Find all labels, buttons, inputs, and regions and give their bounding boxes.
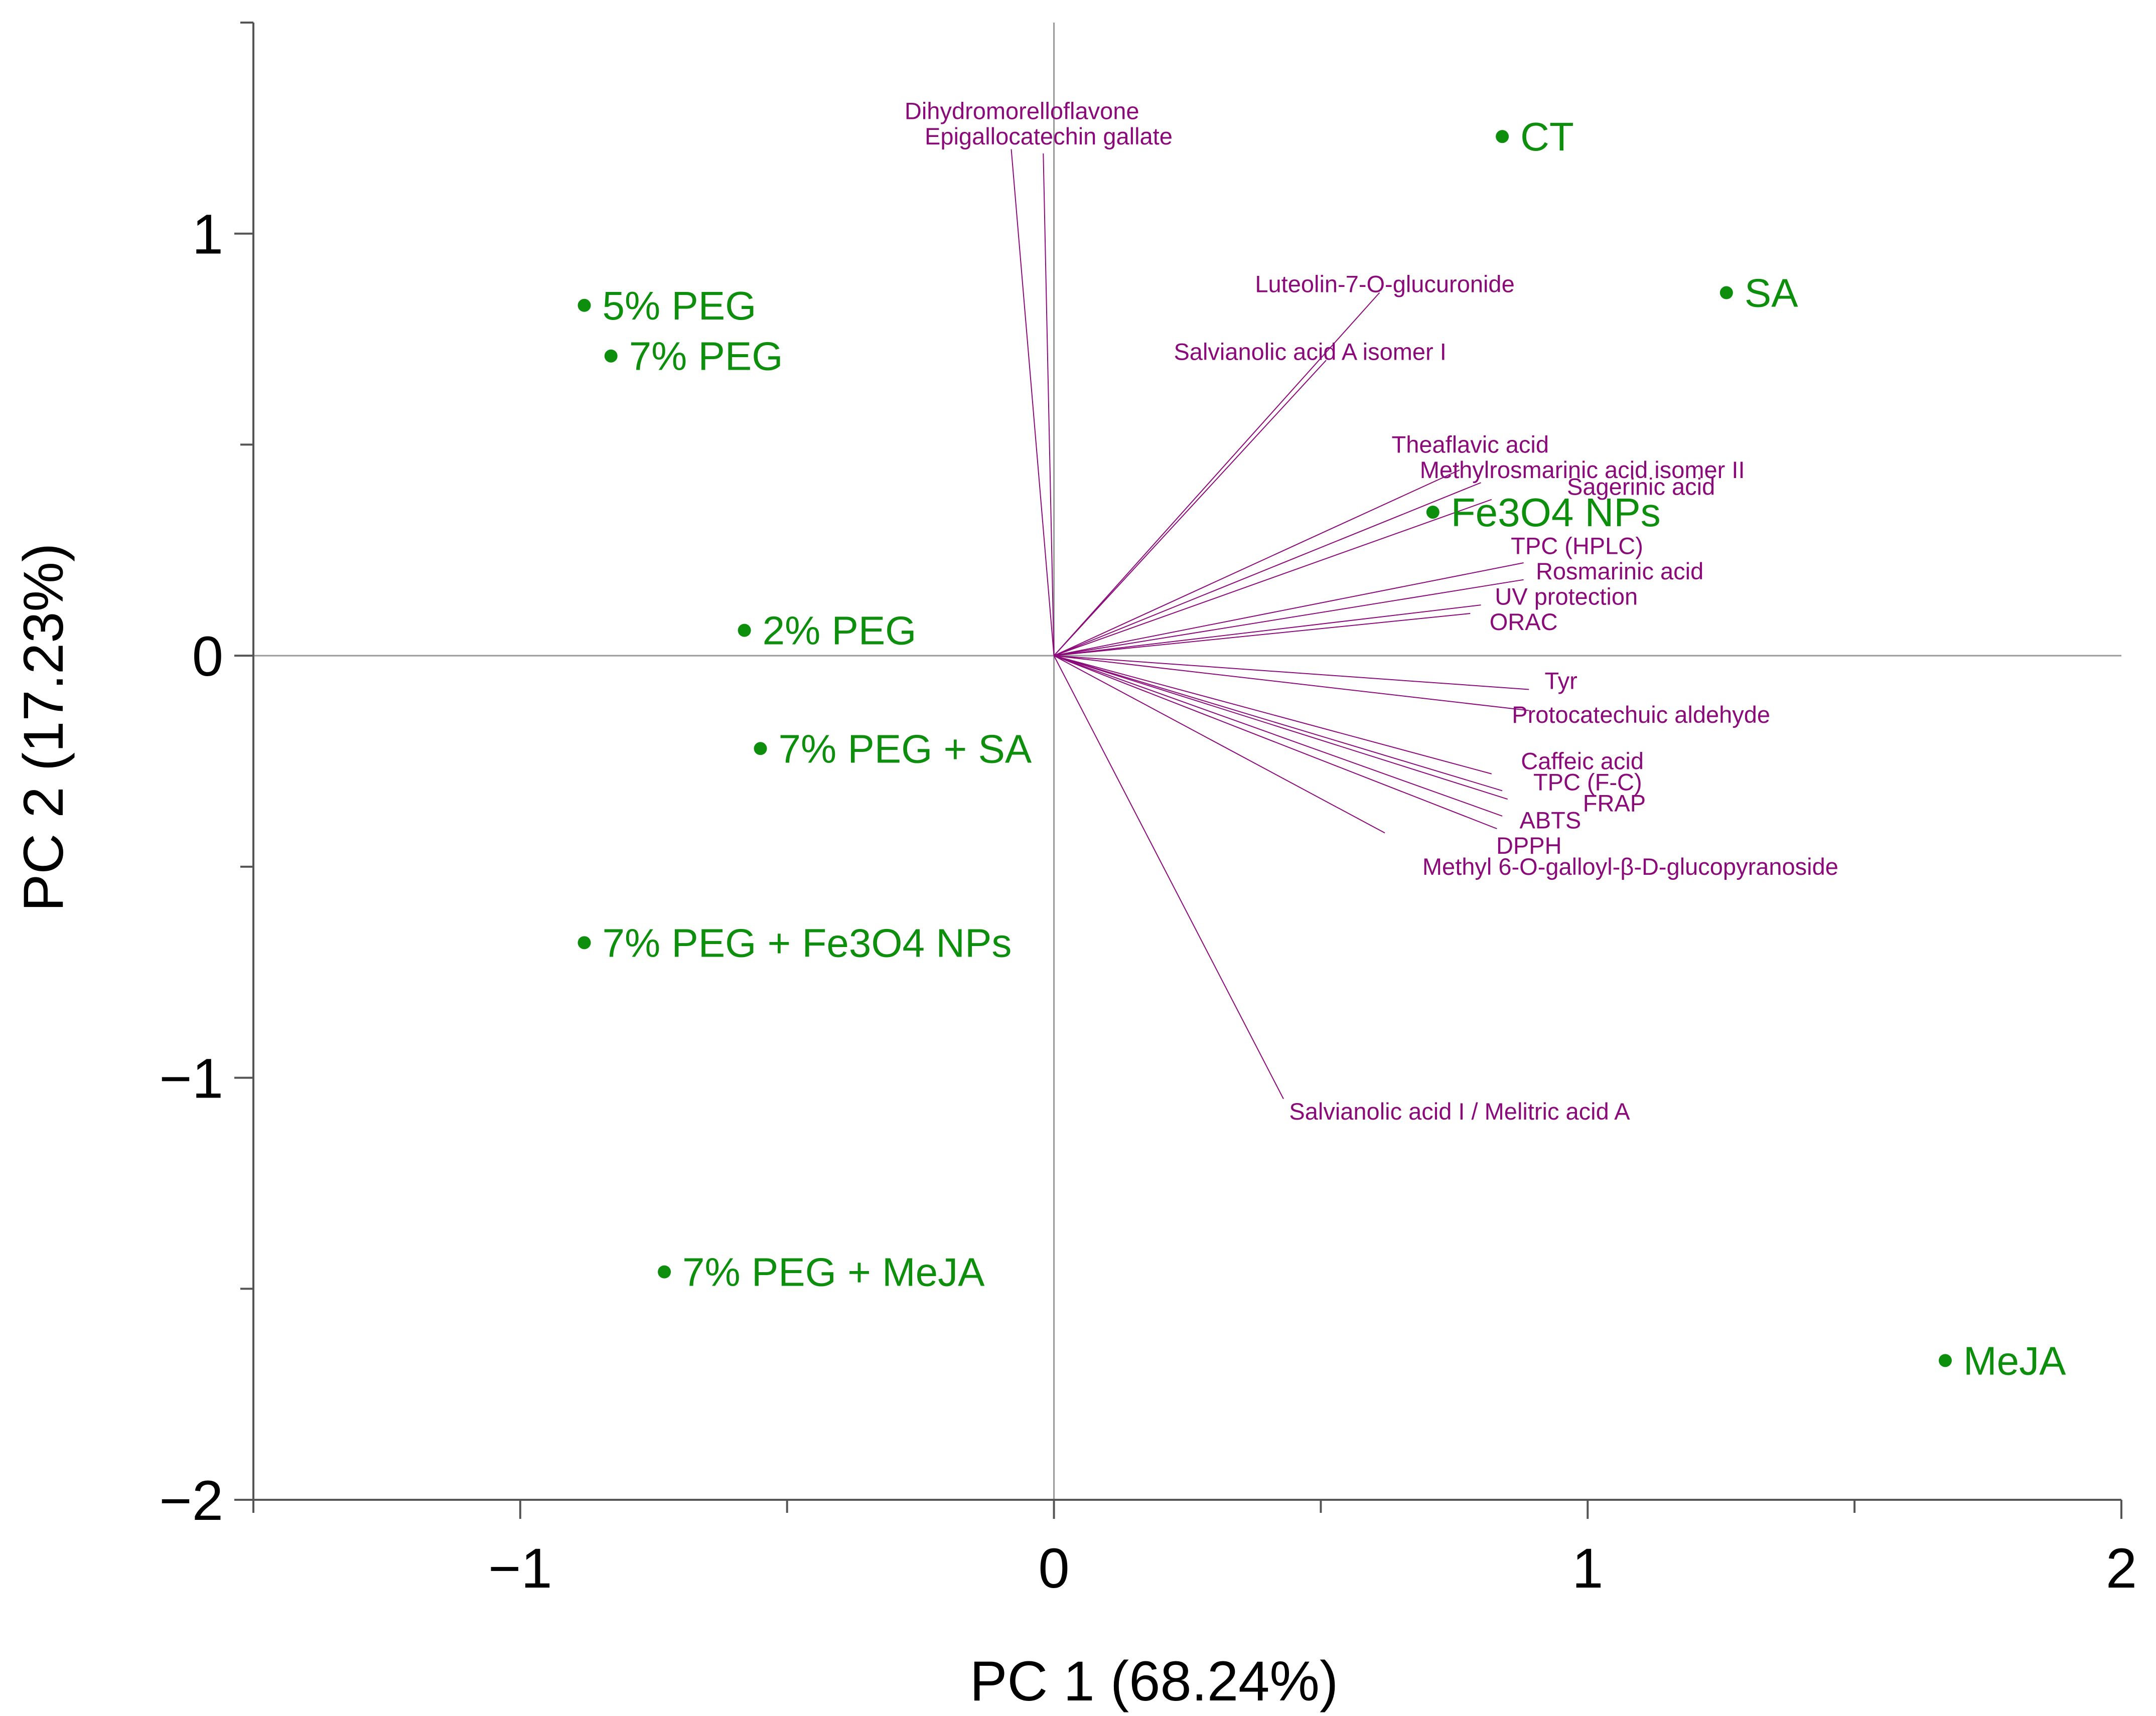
loading-vector (1054, 579, 1524, 657)
sample-label: Fe3O4 NPs (1451, 490, 1661, 535)
loading-vector (1053, 655, 1284, 1100)
loading-label: Epigallocatechin gallate (925, 123, 1173, 149)
tick-labels: −1 0 1 2 −2 −1 0 1 (159, 203, 2137, 1600)
y-tick-label: −2 (159, 1469, 223, 1532)
loading-vector (1054, 604, 1481, 657)
y-axis-label: PC 2 (17.23%) (12, 543, 75, 912)
x-tick-label: 1 (1572, 1537, 1603, 1600)
loading-vector (1054, 613, 1471, 657)
sample-label: CT (1520, 114, 1574, 159)
loading-label: Theaflavic acid (1392, 431, 1549, 457)
sample-point (1719, 286, 1733, 299)
loading-vector (1054, 655, 1508, 800)
loading-vector (1054, 655, 1529, 711)
sample-point (754, 742, 767, 755)
x-tick-label: 2 (2106, 1537, 2137, 1600)
axes (234, 22, 2122, 1519)
loading-vector (1054, 499, 1492, 657)
loading-vector (1053, 360, 1327, 656)
sample-points: CT SA 5% PEG 7% PEG Fe3O4 NPs 2% PEG 7% PEG + … (578, 114, 2066, 1383)
loading-vector (1011, 149, 1055, 656)
loading-vector (1054, 655, 1503, 817)
loading-label: TPC (F-C) (1533, 769, 1642, 796)
loading-label: Methylrosmarinic acid isomer II (1420, 456, 1745, 483)
loading-label: Salvianolic acid A isomer I (1174, 338, 1446, 365)
loading-label: Sagerinic acid (1567, 474, 1715, 500)
sample-label: 7% PEG + SA (779, 726, 1032, 771)
loading-label: Protocatechuic aldehyde (1512, 701, 1770, 728)
loading-label: TPC (HPLC) (1511, 532, 1643, 559)
loading-label: Tyr (1544, 668, 1577, 694)
x-tick-label: 0 (1038, 1537, 1069, 1600)
sample-label: 2% PEG (763, 608, 917, 653)
loading-vector (1054, 482, 1481, 657)
sample-label: 7% PEG + MeJA (682, 1250, 985, 1295)
loading-label: ABTS (1519, 807, 1581, 833)
loading-vector (1053, 292, 1380, 656)
loading-vector (1054, 655, 1503, 792)
loading-vector (1054, 655, 1385, 834)
loading-vector (1054, 655, 1497, 830)
sample-point (604, 349, 618, 363)
sample-point (1496, 130, 1509, 143)
y-tick-label: −1 (159, 1047, 223, 1110)
sample-point (578, 936, 591, 950)
loading-vector (1054, 655, 1492, 774)
loading-label: Rosmarinic acid (1536, 558, 1703, 584)
x-axis-label: PC 1 (68.24%) (970, 1650, 1339, 1712)
y-tick-label: 1 (192, 203, 223, 266)
loading-vector (1054, 470, 1460, 657)
loading-label: Methyl 6-O-galloyl-β-D-glucopyranoside (1422, 853, 1838, 880)
loading-vector (1043, 153, 1055, 656)
sample-point (1938, 1354, 1952, 1367)
sample-label: 7% PEG (629, 334, 783, 379)
sample-label: MeJA (1963, 1338, 2066, 1383)
sample-point (738, 623, 751, 637)
loading-label: DPPH (1496, 832, 1562, 859)
sample-label: SA (1745, 271, 1798, 316)
sample-point (658, 1265, 671, 1279)
loading-label: Luteolin-7-O-glucuronide (1255, 271, 1514, 297)
loading-label: Dihydromorelloflavone (905, 98, 1139, 124)
sample-label: 5% PEG (603, 283, 757, 328)
loading-vector (1054, 562, 1524, 657)
sample-point (578, 298, 591, 312)
loading-label: Salvianolic acid I / Melitric acid A (1289, 1098, 1630, 1125)
loading-label: UV protection (1495, 583, 1638, 609)
loading-label: FRAP (1583, 790, 1646, 817)
y-tick-label: 0 (192, 625, 223, 688)
sample-point (1426, 506, 1440, 519)
sample-label: 7% PEG + Fe3O4 NPs (603, 920, 1012, 965)
loading-label: ORAC (1490, 608, 1558, 635)
loading-label: Caffeic acid (1521, 748, 1644, 774)
x-tick-label: −1 (488, 1537, 552, 1600)
loading-vector (1054, 655, 1529, 690)
